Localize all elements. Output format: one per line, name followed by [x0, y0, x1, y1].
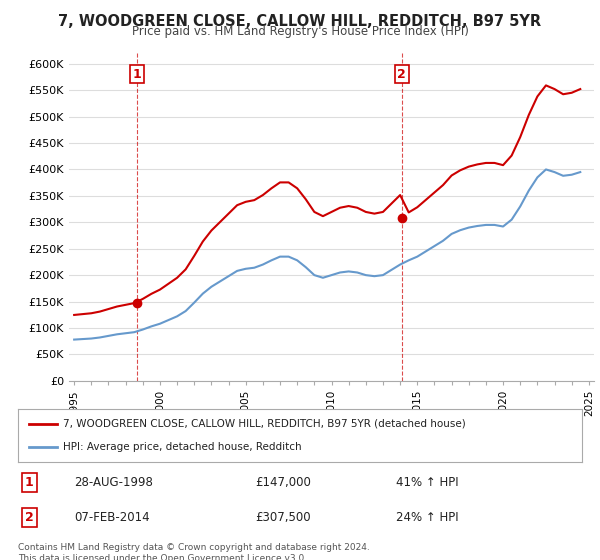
Text: £147,000: £147,000 [255, 476, 311, 489]
Text: 7, WOODGREEN CLOSE, CALLOW HILL, REDDITCH, B97 5YR (detached house): 7, WOODGREEN CLOSE, CALLOW HILL, REDDITC… [63, 419, 466, 429]
Text: 07-FEB-2014: 07-FEB-2014 [74, 511, 150, 524]
Text: Contains HM Land Registry data © Crown copyright and database right 2024.
This d: Contains HM Land Registry data © Crown c… [18, 543, 370, 560]
Text: 2: 2 [397, 68, 406, 81]
Text: HPI: Average price, detached house, Redditch: HPI: Average price, detached house, Redd… [63, 442, 302, 452]
Text: 7, WOODGREEN CLOSE, CALLOW HILL, REDDITCH, B97 5YR: 7, WOODGREEN CLOSE, CALLOW HILL, REDDITC… [58, 14, 542, 29]
Text: 41% ↑ HPI: 41% ↑ HPI [396, 476, 458, 489]
Text: 2: 2 [25, 511, 34, 524]
Text: 1: 1 [133, 68, 141, 81]
Text: Price paid vs. HM Land Registry's House Price Index (HPI): Price paid vs. HM Land Registry's House … [131, 25, 469, 38]
Text: 1: 1 [25, 476, 34, 489]
Text: 24% ↑ HPI: 24% ↑ HPI [396, 511, 458, 524]
Text: 28-AUG-1998: 28-AUG-1998 [74, 476, 153, 489]
Text: £307,500: £307,500 [255, 511, 311, 524]
